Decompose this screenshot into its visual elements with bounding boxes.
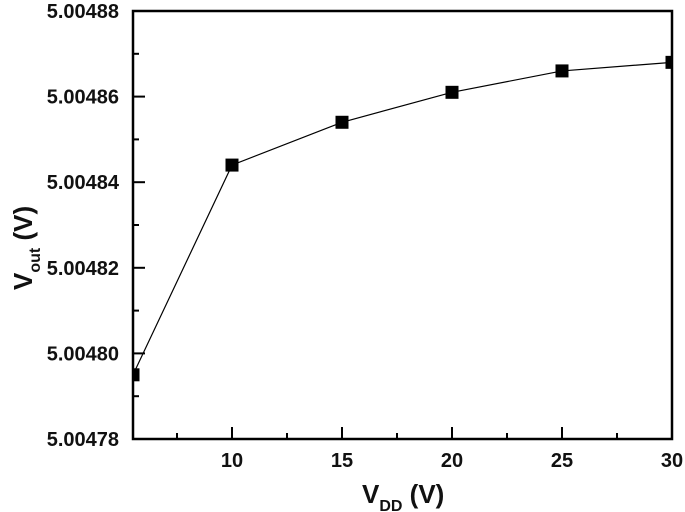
- x-tick-label: 20: [441, 450, 463, 472]
- x-tick-label: 25: [551, 450, 573, 472]
- data-point-marker: [335, 115, 349, 129]
- data-point-marker: [225, 158, 239, 172]
- y-tick-label: 5.00484: [47, 172, 120, 194]
- y-tick-label: 5.00488: [47, 1, 119, 23]
- y-tick-label: 5.00482: [47, 258, 119, 280]
- y-tick-label: 5.00486: [47, 87, 119, 109]
- x-axis-title: VDD (V): [362, 479, 444, 512]
- data-point-marker: [445, 85, 459, 99]
- data-point-marker: [133, 368, 140, 382]
- x-tick-labels: 10 15 20 25 30: [221, 450, 683, 472]
- x-tick-label: 15: [331, 450, 353, 472]
- x-tick-label: 10: [221, 450, 243, 472]
- data-point-marker: [555, 64, 569, 78]
- x-tick-label: 30: [661, 450, 683, 472]
- y-tick-labels: 5.00478 5.00480 5.00482 5.00484 5.00486 5.004…: [47, 1, 120, 451]
- y-tick-label: 5.00478: [47, 429, 119, 451]
- y-axis-title: Vout (V): [8, 206, 44, 290]
- axis-ticks: [133, 10, 673, 440]
- y-tick-label: 5.00480: [47, 343, 119, 365]
- plot-axes: [131, 9, 674, 441]
- data-point-marker: [665, 55, 672, 69]
- plot-frame: [131, 9, 674, 441]
- series-line: [133, 61, 672, 376]
- data-series: [133, 55, 672, 382]
